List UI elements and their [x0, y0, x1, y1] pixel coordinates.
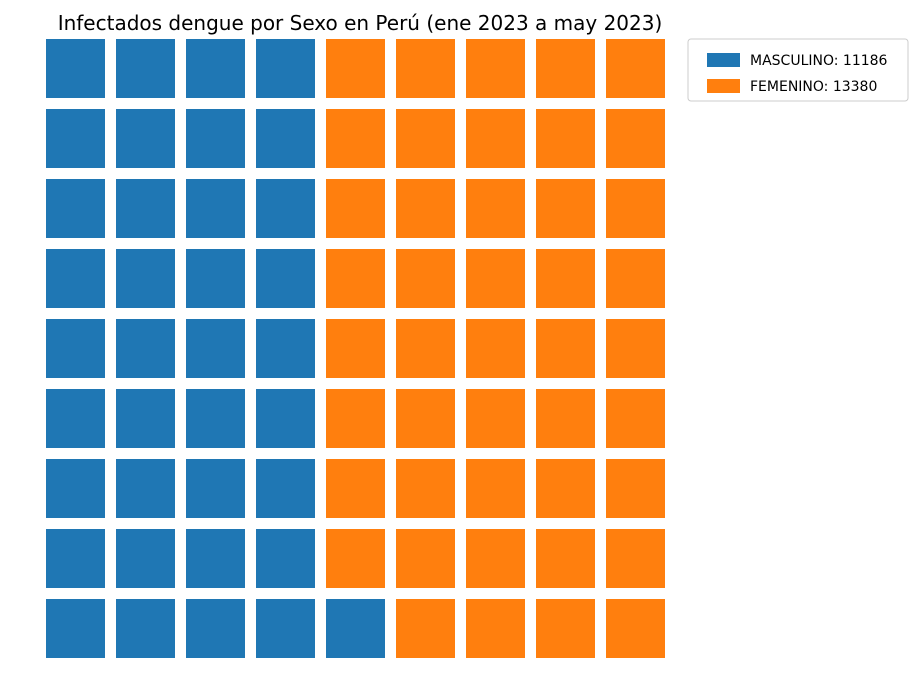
waffle-cell-femenino [536, 319, 595, 378]
waffle-cell-femenino [396, 179, 455, 238]
waffle-cell-femenino [536, 529, 595, 588]
waffle-cell-masculino [116, 599, 175, 658]
waffle-cell-masculino [116, 39, 175, 98]
waffle-cell-femenino [396, 249, 455, 308]
waffle-cell-femenino [326, 389, 385, 448]
waffle-cell-femenino [466, 529, 525, 588]
waffle-cell-femenino [326, 249, 385, 308]
waffle-cell-femenino [326, 529, 385, 588]
waffle-cell-masculino [116, 389, 175, 448]
waffle-cell-masculino [116, 459, 175, 518]
waffle-cell-masculino [186, 249, 245, 308]
waffle-cell-femenino [396, 109, 455, 168]
waffle-cell-femenino [536, 459, 595, 518]
waffle-cell-masculino [256, 249, 315, 308]
waffle-cell-femenino [606, 599, 665, 658]
waffle-cell-femenino [466, 109, 525, 168]
legend-label-femenino: FEMENINO: 13380 [750, 79, 877, 95]
waffle-cell-femenino [326, 109, 385, 168]
waffle-cell-femenino [536, 39, 595, 98]
waffle-cell-masculino [116, 249, 175, 308]
waffle-cell-masculino [116, 319, 175, 378]
waffle-cell-masculino [186, 179, 245, 238]
waffle-cell-masculino [186, 529, 245, 588]
waffle-cell-femenino [606, 39, 665, 98]
waffle-cell-femenino [536, 389, 595, 448]
waffle-cell-masculino [186, 599, 245, 658]
waffle-cell-masculino [116, 529, 175, 588]
waffle-cell-masculino [186, 39, 245, 98]
waffle-cell-femenino [466, 39, 525, 98]
waffle-cell-femenino [396, 319, 455, 378]
waffle-cell-masculino [46, 249, 105, 308]
waffle-cell-masculino [256, 109, 315, 168]
legend-swatch-masculino [707, 53, 740, 67]
waffle-cell-femenino [536, 599, 595, 658]
waffle-cell-femenino [326, 39, 385, 98]
waffle-cell-femenino [396, 39, 455, 98]
waffle-cell-masculino [186, 459, 245, 518]
waffle-cell-femenino [466, 249, 525, 308]
legend-label-masculino: MASCULINO: 11186 [750, 53, 888, 69]
legend-frame [687, 38, 909, 102]
waffle-cell-masculino [116, 179, 175, 238]
waffle-cell-masculino [46, 319, 105, 378]
waffle-cell-femenino [606, 109, 665, 168]
waffle-cell-femenino [606, 319, 665, 378]
waffle-cell-femenino [536, 249, 595, 308]
waffle-cell-femenino [606, 389, 665, 448]
waffle-cell-masculino [256, 179, 315, 238]
waffle-cell-masculino [186, 389, 245, 448]
waffle-cell-masculino [46, 389, 105, 448]
waffle-cells [46, 39, 665, 658]
waffle-cell-masculino [46, 39, 105, 98]
waffle-cell-masculino [46, 529, 105, 588]
waffle-cell-femenino [466, 319, 525, 378]
waffle-cell-femenino [396, 529, 455, 588]
waffle-cell-femenino [326, 179, 385, 238]
waffle-cell-femenino [466, 599, 525, 658]
waffle-cell-femenino [536, 109, 595, 168]
waffle-cell-femenino [396, 389, 455, 448]
waffle-cell-masculino [116, 109, 175, 168]
waffle-cell-masculino [46, 179, 105, 238]
waffle-cell-femenino [396, 459, 455, 518]
waffle-cell-femenino [606, 249, 665, 308]
legend: MASCULINO: 11186 FEMENINO: 13380 [687, 38, 909, 102]
waffle-cell-masculino [256, 389, 315, 448]
waffle-cell-masculino [256, 529, 315, 588]
waffle-cell-femenino [326, 459, 385, 518]
waffle-cell-masculino [46, 599, 105, 658]
waffle-cell-femenino [606, 179, 665, 238]
waffle-cell-femenino [606, 529, 665, 588]
waffle-cell-femenino [606, 459, 665, 518]
waffle-cell-masculino [326, 599, 385, 658]
waffle-cell-femenino [326, 319, 385, 378]
waffle-cell-masculino [256, 459, 315, 518]
waffle-cell-masculino [186, 109, 245, 168]
chart-title: Infectados dengue por Sexo en Perú (ene … [58, 11, 663, 35]
waffle-cell-masculino [256, 599, 315, 658]
waffle-cell-masculino [256, 319, 315, 378]
waffle-cell-masculino [186, 319, 245, 378]
waffle-cell-masculino [46, 459, 105, 518]
waffle-cell-femenino [466, 179, 525, 238]
waffle-cell-femenino [466, 389, 525, 448]
waffle-cell-femenino [396, 599, 455, 658]
waffle-cell-masculino [256, 39, 315, 98]
waffle-cell-masculino [46, 109, 105, 168]
waffle-cell-femenino [466, 459, 525, 518]
waffle-cell-femenino [536, 179, 595, 238]
legend-swatch-femenino [707, 79, 740, 93]
